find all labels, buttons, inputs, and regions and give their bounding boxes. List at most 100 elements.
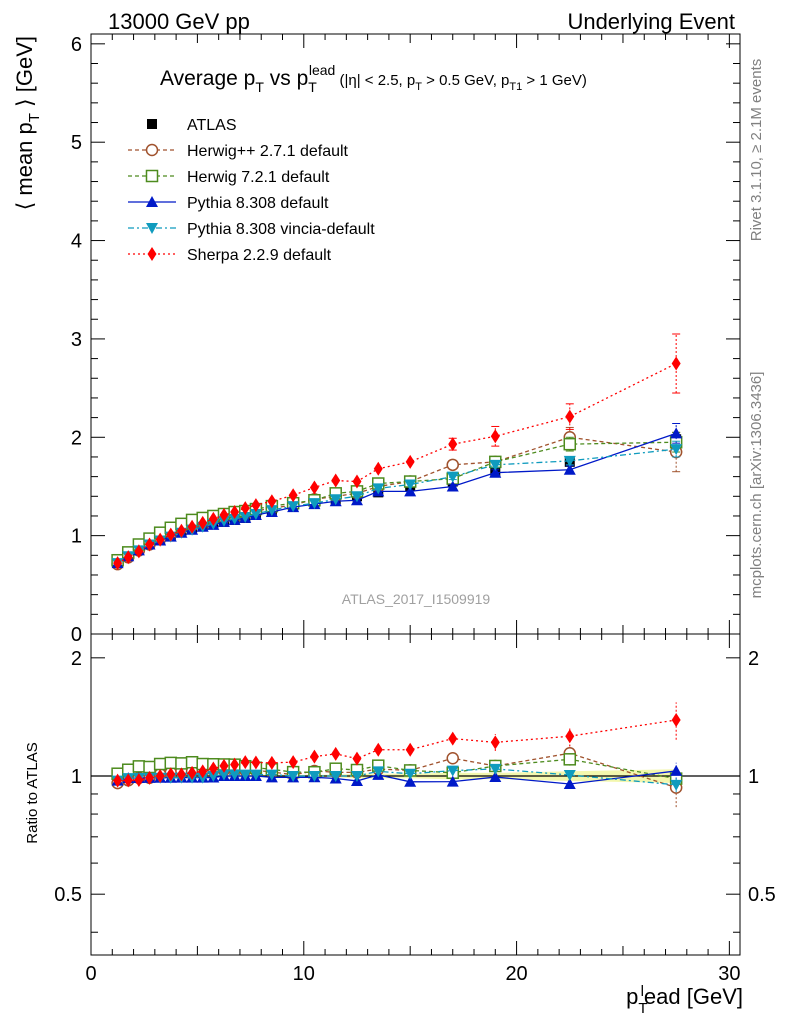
sherpa-2-2-9-default-point xyxy=(490,429,500,444)
pythia-8-308-vincia-default-ratio-point xyxy=(217,769,230,781)
herwig-7-2-1-default-ratio-point xyxy=(153,757,167,771)
sherpa-2-2-9-default-ratio-point xyxy=(208,761,218,776)
sherpa-2-2-9-default-ratio-point xyxy=(490,735,500,750)
legend-marker-pythia-8-308-default xyxy=(146,196,158,207)
sherpa-2-2-9-default-ratio-point xyxy=(176,767,186,782)
sherpa-2-2-9-default-ratio-point xyxy=(288,755,298,770)
sherpa-2-2-9-default-point xyxy=(123,550,133,565)
pythia-8-308-vincia-default-ratio-point xyxy=(265,769,278,781)
pythia-8-308-vincia-default-ratio-point xyxy=(350,771,363,783)
legend-label-atlas: ATLAS xyxy=(187,117,237,134)
pythia-8-308-vincia-default-ratio-point xyxy=(446,765,459,777)
herwig-7-2-1-default-ratio-point xyxy=(175,757,188,770)
pythia-8-308-vincia-default-point xyxy=(249,509,262,520)
x-tick-label: 0 xyxy=(85,963,96,985)
pythia-8-308-default-line xyxy=(117,432,677,564)
sherpa-2-2-9-default-ratio-point xyxy=(373,742,383,757)
pythia-8-308-vincia-default-point xyxy=(350,491,363,503)
sherpa-2-2-9-default-point xyxy=(671,356,681,371)
ratio-tick-label-right: 2 xyxy=(748,648,759,670)
pythia-8-308-default-point xyxy=(563,463,576,475)
pythia-8-308-vincia-default-ratio-point xyxy=(228,769,241,781)
sherpa-2-2-9-default-ratio-point xyxy=(309,749,319,764)
pythia-8-308-vincia-default-point xyxy=(489,459,502,471)
pythia-8-308-vincia-default-point xyxy=(228,513,241,525)
sherpa-2-2-9-default-ratio-point xyxy=(230,757,240,772)
sherpa-2-2-9-default-point xyxy=(251,498,261,513)
y-tick-label: 3 xyxy=(71,329,82,351)
rivet-label: Rivet 3.1.10, ≥ 2.1M events xyxy=(748,59,765,242)
sherpa-2-2-9-default-point xyxy=(176,523,186,538)
sherpa-2-2-9-default-point xyxy=(155,532,165,547)
sherpa-2-2-9-default-point xyxy=(219,507,229,522)
pythia-8-308-vincia-default-ratio-point xyxy=(372,766,385,778)
sherpa-2-2-9-default-ratio-point xyxy=(448,731,458,746)
pythia-8-308-default-point xyxy=(670,427,683,439)
sherpa-2-2-9-default-ratio-point xyxy=(251,755,261,770)
sherpa-2-2-9-default-point xyxy=(267,494,277,509)
sherpa-2-2-9-default-point xyxy=(331,473,341,488)
y-tick-label: 4 xyxy=(71,231,82,253)
pythia-8-308-vincia-default-ratio-point xyxy=(207,771,220,783)
sherpa-2-2-9-default-point xyxy=(187,519,197,534)
pythia-8-308-vincia-default-point xyxy=(563,455,576,467)
legend-marker-pythia-8-308-vincia-default xyxy=(146,223,158,234)
sherpa-2-2-9-default-point xyxy=(288,488,298,503)
pythia-8-308-vincia-default-ratio-point xyxy=(287,771,300,783)
legend-label-sherpa-2-2-9-default: Sherpa 2.2.9 default xyxy=(187,247,332,264)
sherpa-2-2-9-default-ratio-point xyxy=(134,773,144,788)
sherpa-2-2-9-default-point xyxy=(230,505,240,520)
header-left: 13000 GeV pp xyxy=(108,9,250,34)
sherpa-2-2-9-default-point xyxy=(309,480,319,495)
legend-marker-herwig-2-7-1-default xyxy=(145,143,159,157)
pythia-8-308-default-ratio-point xyxy=(404,775,417,787)
herwig-7-2-1-default-ratio-point xyxy=(143,760,156,774)
sherpa-2-2-9-default-ratio-point xyxy=(671,712,681,727)
pythia-8-308-vincia-default-ratio-point xyxy=(239,769,252,781)
sherpa-2-2-9-default-ratio-point xyxy=(565,729,575,744)
ratio-tick-label: 1 xyxy=(71,766,82,788)
sherpa-2-2-9-default-ratio-point xyxy=(267,755,277,770)
sherpa-2-2-9-default-point xyxy=(448,437,458,452)
sherpa-2-2-9-default-ratio-point xyxy=(331,746,341,761)
legend-label-herwig-2-7-1-default: Herwig++ 2.7.1 default xyxy=(187,143,349,160)
legend-marker-sherpa-2-2-9-default xyxy=(147,247,157,261)
herwig-7-2-1-default-ratio-point xyxy=(132,760,146,773)
pythia-8-308-vincia-default-point xyxy=(670,444,683,456)
ratio-tick-label: 2 xyxy=(71,648,82,670)
pythia-8-308-vincia-default-ratio-point xyxy=(329,771,342,783)
x-tick-label: 30 xyxy=(718,963,740,985)
pythia-8-308-default-point xyxy=(404,485,417,497)
pythia-8-308-default-ratio-point xyxy=(489,771,502,783)
x-tick-label: 20 xyxy=(505,963,527,985)
ratio-tick-label-right: 0.5 xyxy=(748,884,776,906)
legend-label-herwig-7-2-1-default: Herwig 7.2.1 default xyxy=(187,169,330,186)
header-right: Underlying Event xyxy=(567,9,735,34)
x-axis-label: pTlead [GeV] xyxy=(626,983,743,1017)
x-tick-label: 10 xyxy=(293,963,315,985)
herwig-7-2-1-default-ratio-point xyxy=(563,753,577,766)
sherpa-2-2-9-default-point xyxy=(352,474,362,489)
pythia-8-308-vincia-default-ratio-point xyxy=(404,768,417,780)
sherpa-2-2-9-default-point xyxy=(134,544,144,559)
sherpa-2-2-9-default-ratio-point xyxy=(123,773,133,788)
sherpa-2-2-9-default-ratio-point xyxy=(352,751,362,766)
pythia-8-308-vincia-default-point xyxy=(329,494,342,506)
sherpa-2-2-9-default-ratio-point xyxy=(219,758,229,773)
legend-label-pythia-8-308-vincia-default: Pythia 8.308 vincia-default xyxy=(187,221,375,238)
y-tick-label: 2 xyxy=(71,427,82,449)
pythia-8-308-vincia-default-point xyxy=(404,479,417,491)
pythia-8-308-vincia-default-line xyxy=(117,448,677,564)
pythia-8-308-default-ratio-point xyxy=(563,777,576,789)
herwig-7-2-1-default-ratio-point xyxy=(164,756,178,770)
sherpa-2-2-9-default-ratio-point xyxy=(240,755,250,770)
pythia-8-308-vincia-default-point xyxy=(446,471,459,483)
sherpa-2-2-9-default-point xyxy=(208,511,218,526)
pythia-8-308-default-point xyxy=(446,480,459,492)
sherpa-2-2-9-default-line xyxy=(117,362,677,564)
ratio-tick-label: 0.5 xyxy=(54,884,82,906)
pythia-8-308-vincia-default-point xyxy=(372,483,385,495)
sherpa-2-2-9-default-ratio-point xyxy=(166,767,176,782)
sherpa-2-2-9-default-point xyxy=(166,527,176,542)
